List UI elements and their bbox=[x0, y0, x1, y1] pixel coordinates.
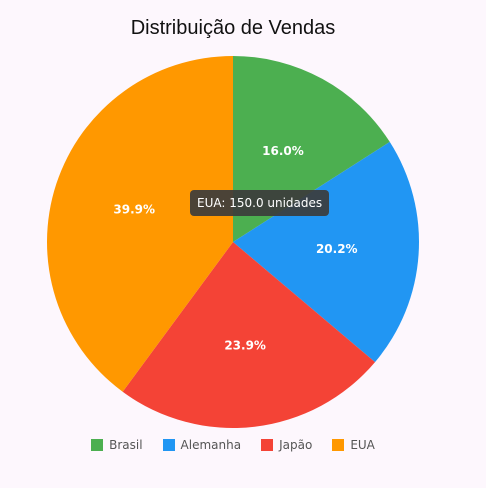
slice-label-eua: 39.9% bbox=[113, 203, 155, 217]
legend-item-eua[interactable]: EUA bbox=[332, 438, 375, 452]
pie-slice-alemanha[interactable] bbox=[233, 141, 419, 363]
slice-label-japao: 23.9% bbox=[224, 338, 266, 352]
legend-label: Japão bbox=[279, 438, 313, 452]
pie-slice-japao[interactable] bbox=[122, 242, 376, 428]
chart-title: Distribuição de Vendas bbox=[130, 17, 336, 39]
legend-swatch bbox=[332, 439, 345, 451]
legend-label: EUA bbox=[350, 438, 375, 452]
tooltip: EUA: 150.0 unidades bbox=[190, 190, 330, 216]
legend-item-alemanha[interactable]: Alemanha bbox=[162, 438, 242, 452]
slice-label-brasil: 16.0% bbox=[262, 144, 304, 158]
legend-swatch bbox=[91, 439, 104, 451]
slice-label-alemanha: 20.2% bbox=[316, 242, 358, 256]
legend-swatch bbox=[162, 439, 175, 451]
legend-item-japao[interactable]: Japão bbox=[261, 438, 312, 452]
pie-slice-eua[interactable] bbox=[46, 55, 233, 392]
legend-item-brasil[interactable]: Brasil bbox=[91, 438, 143, 452]
legend-label: Brasil bbox=[109, 438, 143, 452]
legend: Brasil Alemanha Japão EUA bbox=[0, 438, 466, 452]
legend-label: Alemanha bbox=[180, 438, 242, 452]
legend-swatch bbox=[261, 439, 274, 451]
